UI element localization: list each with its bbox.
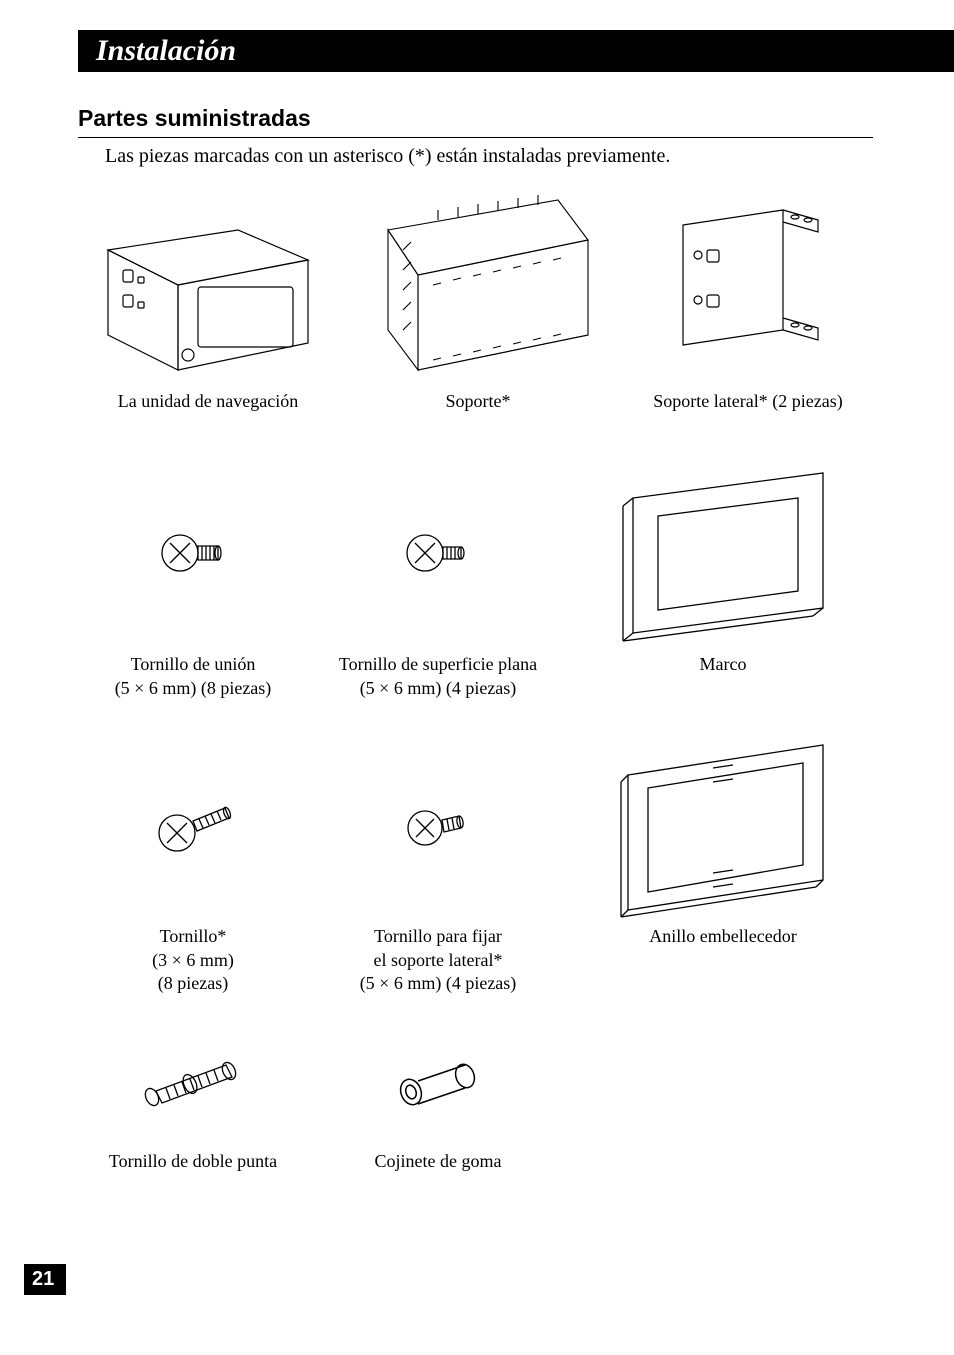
part-cell: Tornillo de doble punta [78, 1020, 308, 1173]
section-header: Partes suministradas [78, 105, 873, 138]
part-label: Cojinete de goma [308, 1150, 568, 1173]
holder-icon [338, 180, 618, 390]
part-label: Tornillo de superficie plana [308, 653, 568, 676]
side-fix-screw-icon [308, 725, 568, 925]
part-cell: Tornillo* (3 × 6 mm) (8 piezas) [78, 725, 308, 995]
part-cell: Marco [568, 453, 878, 700]
parts-row: Tornillo de doble punta Cojinete de goma [78, 1020, 878, 1173]
section-title: Partes suministradas [78, 105, 873, 138]
part-cell: Tornillo para fijar el soporte lateral* … [308, 725, 568, 995]
part-label: Anillo embellecedor [568, 925, 878, 948]
part-label: Tornillo para fijar [308, 925, 568, 948]
part-label: La unidad de navegación [78, 390, 338, 413]
parts-row: Tornillo de unión (5 × 6 mm) (8 piezas) [78, 453, 878, 700]
trim-ring-icon [568, 725, 878, 925]
part-label: Tornillo de unión [78, 653, 308, 676]
binding-screw-icon [78, 453, 308, 653]
double-end-screw-icon [78, 1020, 308, 1150]
side-bracket-icon [618, 180, 878, 390]
part-cell: Soporte* [338, 180, 618, 413]
part-cell: Cojinete de goma [308, 1020, 568, 1173]
part-label: Soporte* [338, 390, 618, 413]
rubber-bush-icon [308, 1020, 568, 1150]
part-cell: Tornillo de unión (5 × 6 mm) (8 piezas) [78, 453, 308, 700]
part-label: (5 × 6 mm) (4 piezas) [308, 972, 568, 995]
flat-screw-icon [308, 453, 568, 653]
part-label: Marco [568, 653, 878, 676]
small-screw-icon [78, 725, 308, 925]
nav-unit-icon [78, 180, 338, 390]
part-cell: Anillo embellecedor [568, 725, 878, 995]
part-label: (5 × 6 mm) (4 piezas) [308, 677, 568, 700]
part-label: (5 × 6 mm) (8 piezas) [78, 677, 308, 700]
part-label: Tornillo* [78, 925, 308, 948]
frame-icon [568, 453, 878, 653]
intro-text: Las piezas marcadas con un asterisco (*)… [105, 145, 670, 168]
parts-row: La unidad de navegación [78, 180, 878, 413]
page-title: Instalación [96, 34, 236, 68]
part-label: Tornillo de doble punta [78, 1150, 308, 1173]
part-label: Soporte lateral* (2 piezas) [618, 390, 878, 413]
part-label: (8 piezas) [78, 972, 308, 995]
parts-row: Tornillo* (3 × 6 mm) (8 piezas) [78, 725, 878, 995]
part-cell: La unidad de navegación [78, 180, 338, 413]
page-number: 21 [32, 1268, 54, 1290]
part-cell: Soporte lateral* (2 piezas) [618, 180, 878, 413]
parts-grid: La unidad de navegación [78, 180, 878, 1174]
part-label: el soporte lateral* [308, 949, 568, 972]
page-number-badge: 21 [24, 1264, 66, 1295]
part-label: (3 × 6 mm) [78, 949, 308, 972]
part-cell: Tornillo de superficie plana (5 × 6 mm) … [308, 453, 568, 700]
title-bar: Instalación [78, 30, 954, 72]
